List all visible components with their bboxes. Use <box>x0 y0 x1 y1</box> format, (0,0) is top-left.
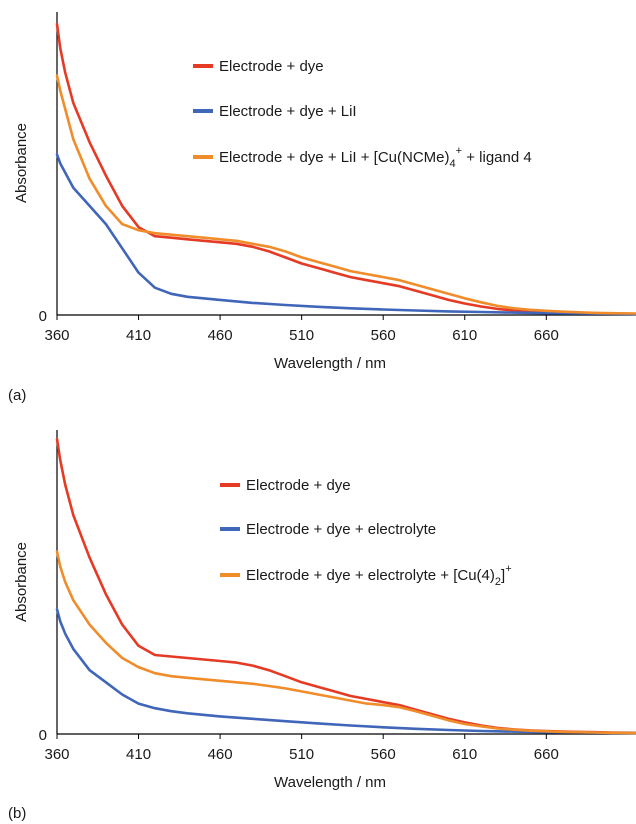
legend-label-b-3: Electrode + dye + electrolyte + [Cu(4)2]… <box>246 563 512 588</box>
x-axis-title-b: Wavelength / nm <box>274 774 386 791</box>
series-line-a-3 <box>55 74 636 315</box>
x-tick-label-a-360: 360 <box>44 327 69 344</box>
legend-b: Electrode + dye Electrode + dye + electr… <box>220 477 512 588</box>
series-layer-b <box>55 437 636 735</box>
legend-entry-a-2: Electrode + dye + LiI <box>193 103 357 120</box>
x-tick-label-a-560: 560 <box>371 327 396 344</box>
legend-entry-b-2: Electrode + dye + electrolyte <box>220 521 436 538</box>
x-tick-label-a-460: 460 <box>208 327 233 344</box>
tick-layer-b: 360 410 460 510 560 610 660 0 <box>39 727 559 763</box>
series-line-a-2 <box>55 153 636 316</box>
panel-label-b: (b) <box>8 805 26 822</box>
x-tick-label-a-510: 510 <box>289 327 314 344</box>
legend-entry-a-1: Electrode + dye <box>193 58 324 75</box>
y-axis-title-a: Absorbance <box>13 123 30 203</box>
series-line-b-2 <box>55 608 636 735</box>
x-tick-label-b-360: 360 <box>44 746 69 763</box>
chart-panel-b: 360 410 460 510 560 610 660 0 Wavelength / nm A… <box>8 430 636 822</box>
y-axis-title-b: Absorbance <box>13 542 30 622</box>
x-tick-label-a-660: 660 <box>534 327 559 344</box>
series-layer-a <box>55 22 636 316</box>
x-tick-label-a-410: 410 <box>126 327 151 344</box>
series-line-b-3 <box>55 550 636 735</box>
legend-label-a-3: Electrode + dye + LiI + [Cu(NCMe)4+ + li… <box>219 145 532 170</box>
legend-entry-b-1: Electrode + dye <box>220 477 351 494</box>
y-tick-label-b-0: 0 <box>39 727 47 744</box>
series-line-a-1 <box>55 22 636 316</box>
panel-label-a: (a) <box>8 387 26 404</box>
legend-entry-b-3: Electrode + dye + electrolyte + [Cu(4)2]… <box>220 563 512 588</box>
legend-entry-a-3: Electrode + dye + LiI + [Cu(NCMe)4+ + li… <box>193 145 532 170</box>
x-tick-label-b-660: 660 <box>534 746 559 763</box>
x-tick-label-b-410: 410 <box>126 746 151 763</box>
y-tick-label-a-0: 0 <box>39 308 47 325</box>
legend-label-a-1: Electrode + dye <box>219 58 324 75</box>
x-tick-label-b-460: 460 <box>208 746 233 763</box>
legend-a: Electrode + dye Electrode + dye + LiI El… <box>193 58 532 170</box>
x-tick-label-b-560: 560 <box>371 746 396 763</box>
legend-label-a-2: Electrode + dye + LiI <box>219 103 357 120</box>
x-tick-label-a-610: 610 <box>452 327 477 344</box>
x-axis-title-a: Wavelength / nm <box>274 355 386 372</box>
legend-label-b-2: Electrode + dye + electrolyte <box>246 521 436 538</box>
tick-layer-a: 360 410 460 510 560 610 660 0 <box>39 308 559 344</box>
x-tick-label-b-610: 610 <box>452 746 477 763</box>
x-tick-label-b-510: 510 <box>289 746 314 763</box>
chart-panel-a: 360 410 460 510 560 610 660 0 Wavelength / nm A… <box>8 12 636 404</box>
legend-label-b-1: Electrode + dye <box>246 477 351 494</box>
